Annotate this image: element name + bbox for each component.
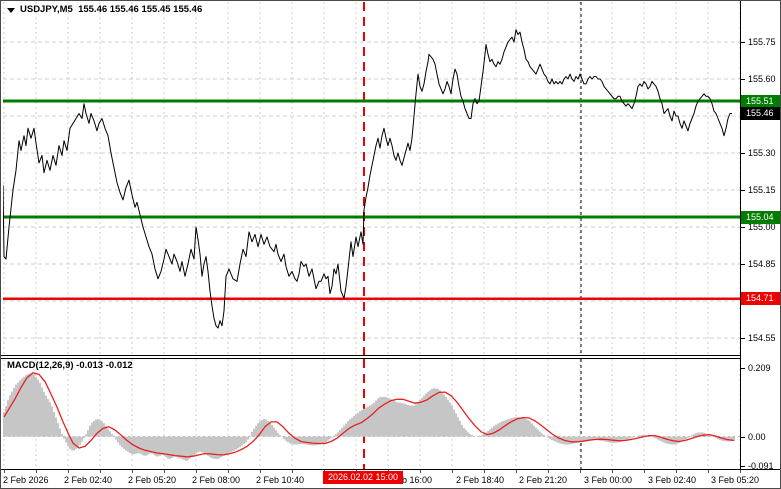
time-marker-badge: 2026.02.02 15:00 — [323, 471, 403, 484]
time-tick-label: 3 Feb 05:20 — [711, 475, 760, 485]
price-badge: 155.51 — [741, 95, 780, 108]
time-tick-label: 2 Feb 2026 — [3, 475, 49, 485]
time-tick-label: 3 Feb 00:00 — [584, 475, 633, 485]
time-axis: 2 Feb 2026 2 Feb 02:40 2 Feb 05:20 2 Feb 08… — [1, 470, 780, 488]
time-tick-mark — [292, 470, 293, 473]
time-tick-mark — [4, 470, 5, 473]
price-line — [3, 29, 732, 329]
macd-indicator-label: MACD(12,26,9) -0.013 -0.012 — [7, 360, 133, 371]
time-tick-label: 2 Feb 18:40 — [456, 475, 505, 485]
price-tick-mark — [740, 42, 745, 43]
time-tick-mark — [420, 470, 421, 473]
time-tick-label: 2 Feb 08:00 — [192, 475, 241, 485]
price-tick-mark — [740, 153, 745, 154]
price-tick-label: 155.00 — [748, 222, 776, 232]
price-tick-mark — [740, 264, 745, 265]
time-tick-mark — [708, 470, 709, 473]
time-tick-label: 2 Feb 05:20 — [128, 475, 177, 485]
price-tick-mark — [740, 338, 745, 339]
time-tick-mark — [516, 470, 517, 473]
expand-arrow-icon[interactable] — [7, 7, 15, 13]
macd-tick-label: 0.209 — [748, 363, 771, 373]
time-tick-mark — [228, 470, 229, 473]
time-tick-mark — [484, 470, 485, 473]
time-tick-mark — [676, 470, 677, 473]
price-axis: 155.75 155.60 155.30 155.15 155.00 154.85 154.… — [740, 1, 780, 471]
chart-title: USDJPY,M5 155.46 155.46 155.45 155.46 — [7, 4, 202, 15]
time-tick-label: 2 Feb 21:20 — [519, 475, 568, 485]
price-tick-label: 155.60 — [748, 74, 776, 84]
macd-tick-label: 0.00 — [748, 432, 766, 442]
time-tick-mark — [740, 470, 741, 473]
panel-divider-bottom[interactable] — [1, 358, 741, 359]
time-tick-mark — [580, 470, 581, 473]
time-tick-label: 3 Feb 02:40 — [648, 475, 697, 485]
macd-tick-mark — [740, 437, 745, 438]
macd-tick-mark — [740, 466, 745, 467]
time-tick-mark — [452, 470, 453, 473]
macd-tick-mark — [740, 368, 745, 369]
time-tick-mark — [644, 470, 645, 473]
price-tick-mark — [740, 227, 745, 228]
time-tick-mark — [68, 470, 69, 473]
time-tick-mark — [260, 470, 261, 473]
price-chart-canvas[interactable] — [3, 2, 740, 355]
time-tick-label: 2 Feb 16:00 — [384, 475, 433, 485]
time-tick-mark — [196, 470, 197, 473]
price-tick-label: 155.15 — [748, 185, 776, 195]
price-tick-mark — [740, 190, 745, 191]
price-badge: 155.46 — [741, 107, 780, 120]
price-badge: 155.04 — [741, 211, 780, 224]
time-tick-mark — [132, 470, 133, 473]
macd-tick-label: -0.091 — [748, 461, 774, 471]
time-tick-label: 2 Feb 10:40 — [256, 475, 305, 485]
price-tick-label: 155.30 — [748, 148, 776, 158]
macd-signal-line — [3, 372, 735, 458]
time-tick-label: 2 Feb 02:40 — [64, 475, 113, 485]
price-axis-border — [740, 1, 741, 470]
price-tick-label: 154.85 — [748, 259, 776, 269]
chart-bottom-border — [1, 469, 780, 470]
price-badge: 154.71 — [741, 292, 780, 305]
price-tick-label: 155.75 — [748, 37, 776, 47]
panel-divider-top[interactable] — [1, 355, 741, 356]
time-tick-mark — [36, 470, 37, 473]
price-tick-label: 154.55 — [748, 333, 776, 343]
time-tick-mark — [548, 470, 549, 473]
macd-chart-canvas[interactable] — [3, 359, 740, 469]
time-tick-mark — [612, 470, 613, 473]
chart-title-text: USDJPY,M5 155.46 155.46 155.45 155.46 — [20, 4, 203, 15]
price-tick-mark — [740, 79, 745, 80]
time-tick-mark — [164, 470, 165, 473]
time-tick-mark — [100, 470, 101, 473]
